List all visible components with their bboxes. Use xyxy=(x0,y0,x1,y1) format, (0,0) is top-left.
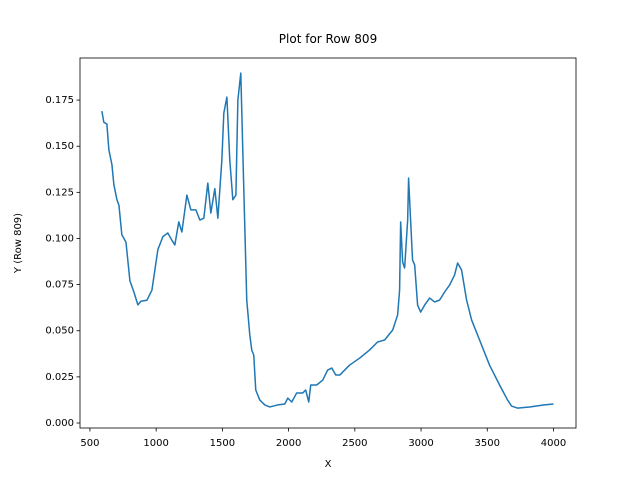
x-tick-label: 3000 xyxy=(408,438,433,449)
y-tick-label: 0.100 xyxy=(45,233,74,244)
x-tick-label: 2000 xyxy=(276,438,301,449)
x-tick-label: 4000 xyxy=(541,438,566,449)
x-tick-label: 1000 xyxy=(143,438,168,449)
y-tick-label: 0.000 xyxy=(45,418,74,429)
y-tick-label: 0.125 xyxy=(45,187,74,198)
y-axis-label: Y (Row 809) xyxy=(13,213,24,274)
data-line xyxy=(101,72,554,409)
x-axis-label: X xyxy=(325,459,332,470)
x-tick-label: 2500 xyxy=(342,438,367,449)
chart-title: Plot for Row 809 xyxy=(279,32,377,46)
y-tick-label: 0.025 xyxy=(45,372,74,383)
x-tick-label: 3500 xyxy=(475,438,500,449)
y-tick-label: 0.050 xyxy=(45,326,74,337)
y-tick-label: 0.150 xyxy=(45,141,74,152)
y-tick-label: 0.075 xyxy=(45,280,74,291)
plot-frame xyxy=(79,57,577,429)
x-tick-label: 500 xyxy=(80,438,99,449)
y-tick-label: 0.175 xyxy=(45,95,74,106)
x-tick-label: 1500 xyxy=(210,438,235,449)
